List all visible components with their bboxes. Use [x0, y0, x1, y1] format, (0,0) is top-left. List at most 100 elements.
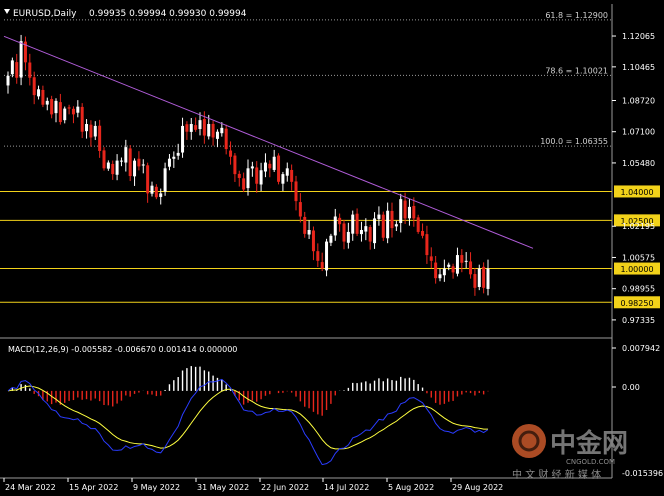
candle-body[interactable]	[80, 106, 84, 132]
candle-body[interactable]	[50, 99, 54, 115]
candle-body[interactable]	[469, 261, 473, 275]
candle-body[interactable]	[154, 186, 158, 198]
candle-body[interactable]	[381, 214, 385, 238]
candle-body[interactable]	[159, 193, 163, 197]
candle-body[interactable]	[294, 181, 298, 202]
candle-body[interactable]	[85, 124, 89, 132]
candle-body[interactable]	[473, 274, 477, 288]
candle-body[interactable]	[163, 168, 167, 192]
candle-body[interactable]	[233, 155, 237, 175]
candle-body[interactable]	[281, 174, 285, 184]
candle-body[interactable]	[246, 168, 250, 189]
candle-body[interactable]	[194, 125, 198, 130]
candle-body[interactable]	[141, 164, 145, 166]
triangle-down-icon[interactable]	[4, 9, 10, 14]
candle-body[interactable]	[307, 230, 311, 235]
candle-body[interactable]	[128, 148, 132, 177]
candle-body[interactable]	[119, 160, 123, 162]
candle-body[interactable]	[15, 62, 19, 78]
candle-body[interactable]	[464, 260, 468, 262]
candle-body[interactable]	[98, 125, 102, 151]
candle-body[interactable]	[412, 205, 416, 219]
candle-body[interactable]	[63, 108, 67, 121]
candle-body[interactable]	[342, 223, 346, 242]
candle-body[interactable]	[102, 150, 106, 169]
candle-body[interactable]	[268, 163, 272, 169]
candle-body[interactable]	[215, 131, 219, 139]
candle-body[interactable]	[346, 231, 350, 243]
candle-body[interactable]	[220, 127, 224, 134]
candle-body[interactable]	[403, 200, 407, 219]
candle-body[interactable]	[207, 124, 211, 137]
candle-body[interactable]	[124, 147, 128, 163]
candle-body[interactable]	[181, 125, 185, 153]
candle-body[interactable]	[263, 162, 267, 172]
candle-body[interactable]	[460, 255, 464, 263]
candle-body[interactable]	[421, 230, 425, 236]
candle-body[interactable]	[451, 266, 455, 273]
candle-body[interactable]	[311, 230, 315, 252]
candle-body[interactable]	[434, 262, 438, 279]
candle-body[interactable]	[229, 150, 233, 157]
candle-body[interactable]	[277, 155, 281, 182]
candle-body[interactable]	[364, 226, 368, 232]
candle-body[interactable]	[23, 41, 27, 63]
candle-body[interactable]	[106, 162, 110, 169]
candle-body[interactable]	[111, 163, 115, 175]
candle-body[interactable]	[298, 202, 302, 217]
candle-body[interactable]	[320, 262, 324, 269]
candle-body[interactable]	[259, 170, 263, 185]
candle-body[interactable]	[167, 158, 171, 167]
candle-body[interactable]	[425, 234, 429, 256]
candle-body[interactable]	[146, 165, 150, 194]
candle-body[interactable]	[429, 256, 433, 261]
candle-body[interactable]	[272, 156, 276, 170]
candle-body[interactable]	[198, 120, 202, 130]
candle-body[interactable]	[115, 160, 119, 175]
candle-body[interactable]	[45, 100, 49, 105]
candle-body[interactable]	[242, 178, 246, 190]
candle-body[interactable]	[390, 210, 394, 229]
candle-body[interactable]	[333, 216, 337, 236]
candle-body[interactable]	[386, 210, 390, 239]
trendline[interactable]	[3, 35, 534, 249]
candle-body[interactable]	[19, 41, 23, 78]
candle-body[interactable]	[93, 125, 97, 137]
candle-body[interactable]	[290, 169, 294, 182]
candle-body[interactable]	[351, 214, 355, 234]
candle-body[interactable]	[355, 213, 359, 234]
candle-body[interactable]	[189, 124, 193, 132]
candle-body[interactable]	[373, 218, 377, 244]
candle-body[interactable]	[447, 264, 451, 267]
candle-body[interactable]	[407, 206, 411, 219]
candle-body[interactable]	[58, 102, 62, 123]
candle-body[interactable]	[237, 173, 241, 178]
candle-body[interactable]	[10, 60, 14, 75]
candle-body[interactable]	[211, 123, 215, 138]
candle-body[interactable]	[6, 75, 10, 86]
candle-body[interactable]	[250, 166, 254, 169]
candle-body[interactable]	[255, 167, 259, 184]
candle-body[interactable]	[54, 100, 58, 114]
candle-body[interactable]	[477, 268, 481, 287]
candle-body[interactable]	[438, 274, 442, 279]
candle-body[interactable]	[37, 89, 41, 97]
candle-body[interactable]	[89, 124, 93, 138]
candle-body[interactable]	[338, 217, 342, 225]
candle-body[interactable]	[359, 230, 363, 235]
candle-body[interactable]	[394, 224, 398, 227]
candle-body[interactable]	[137, 158, 141, 167]
candle-body[interactable]	[455, 255, 459, 274]
candle-body[interactable]	[285, 168, 289, 176]
candle-body[interactable]	[71, 108, 75, 115]
candle-body[interactable]	[28, 62, 32, 78]
candle-body[interactable]	[172, 156, 176, 159]
candle-body[interactable]	[133, 160, 137, 177]
candle-body[interactable]	[416, 217, 420, 232]
candle-body[interactable]	[76, 106, 80, 113]
candle-body[interactable]	[41, 89, 45, 105]
candle-body[interactable]	[399, 199, 403, 224]
candle-body[interactable]	[150, 185, 154, 194]
